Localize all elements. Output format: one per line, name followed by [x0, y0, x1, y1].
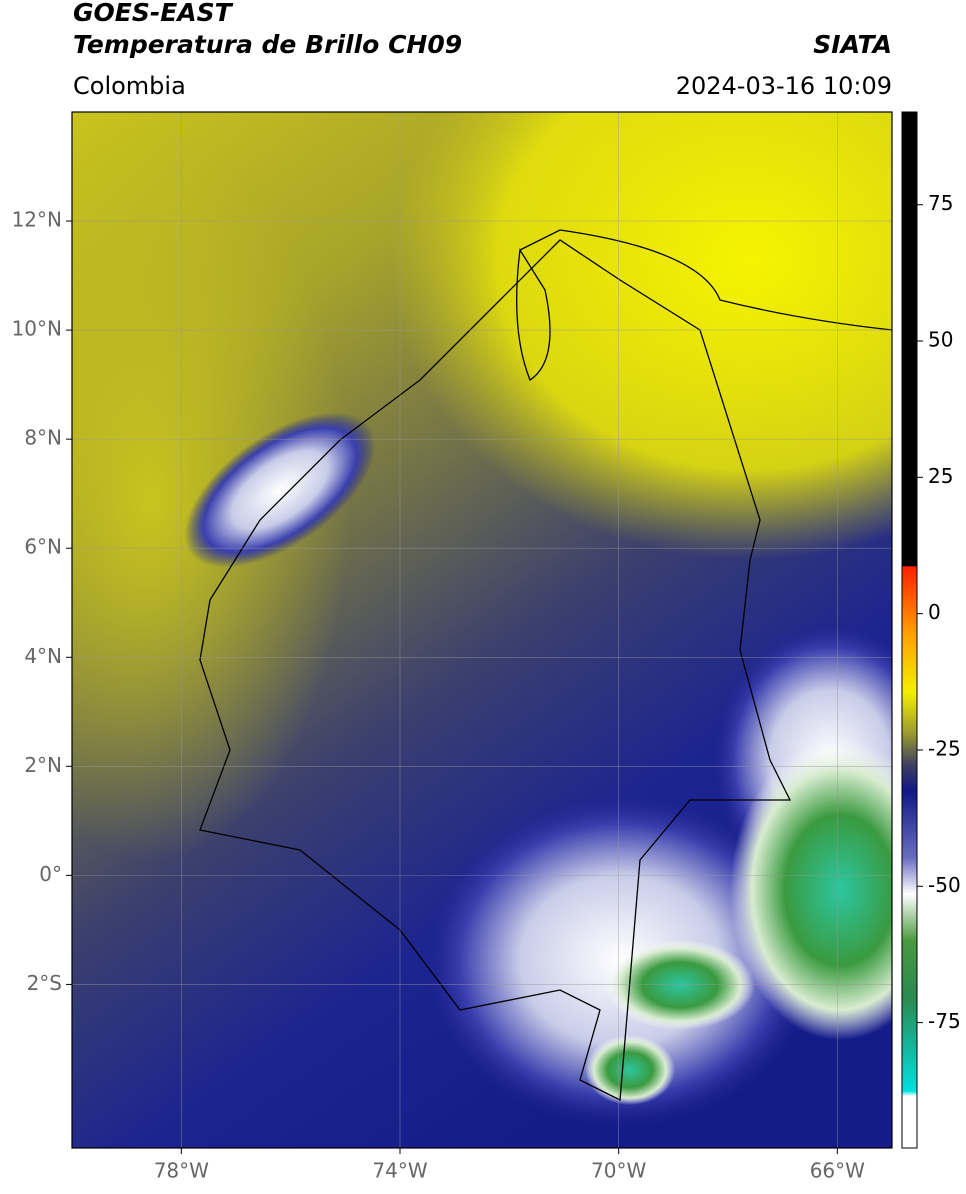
colorbar-tick-label: -50 [928, 873, 961, 897]
y-tick-label: 4°N [24, 644, 62, 668]
y-tick-label: 8°N [24, 426, 62, 450]
colorbar-ticks: 75 50 25 0 -25 -50 -75 [917, 191, 961, 1033]
colorbar [901, 111, 918, 1149]
colorbar-tick-label: 75 [928, 191, 953, 215]
y-tick-label: 6°N [24, 535, 62, 559]
region: Colombia [73, 72, 186, 100]
x-tick-label: 74°W [372, 1159, 427, 1183]
y-tick-label: 2°S [27, 971, 62, 995]
colorbar-tick-label: -75 [928, 1009, 961, 1033]
timestamp: 2024-03-16 10:09 [676, 72, 892, 100]
colorbar-tick-label: 0 [928, 600, 941, 624]
x-tick-label: 66°W [810, 1159, 865, 1183]
colorbar-tick-label: 25 [928, 464, 953, 488]
y-tick-label: 12°N [12, 208, 62, 232]
source: SIATA [813, 30, 892, 59]
subtitle: Temperatura de Brillo CH09 [73, 30, 462, 59]
graticule: 78°W 74°W 70°W 66°W 12°N 10°N 8°N 6°N 4°N 2°N 0° 2°… [12, 112, 892, 1183]
colorbar-tick-label: 50 [928, 328, 953, 352]
y-tick-label: 10°N [12, 317, 62, 341]
title: GOES-EAST [73, 0, 234, 27]
satellite-image [72, 112, 892, 1148]
x-tick-label: 70°W [591, 1159, 646, 1183]
y-tick-label: 0° [39, 862, 62, 886]
x-tick-label: 78°W [154, 1159, 209, 1183]
y-tick-label: 2°N [24, 753, 62, 777]
map-frame [71, 111, 893, 1149]
colorbar-tick-label: -25 [928, 736, 961, 760]
